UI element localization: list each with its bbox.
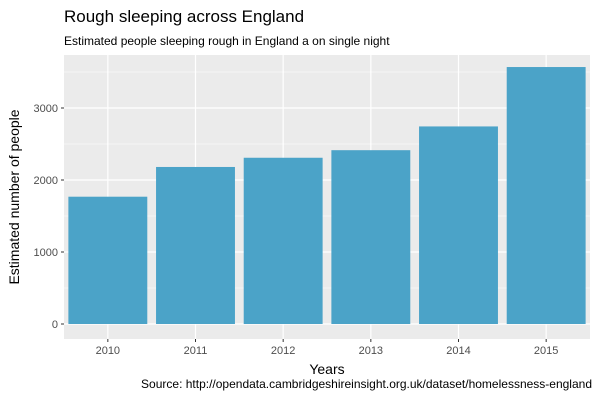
bar-2012	[243, 157, 323, 324]
x-axis-title: Years	[309, 361, 344, 377]
x-tick-label: 2015	[534, 345, 558, 357]
bar-2011	[156, 166, 235, 324]
bar-2010	[68, 196, 148, 324]
bar-2015	[506, 67, 586, 325]
y-tick-label: 0	[52, 319, 58, 331]
x-axis-ticks: 2010 2011 2012 2013 2014 2015	[96, 339, 558, 357]
chart-source-caption: Source: http://opendata.cambridgeshirein…	[141, 377, 592, 391]
x-tick-label: 2012	[271, 345, 295, 357]
x-tick-label: 2011	[184, 345, 208, 357]
bar-2013	[331, 150, 411, 324]
x-tick-label: 2014	[446, 345, 470, 357]
bars	[68, 67, 586, 325]
bar-2014	[419, 126, 498, 324]
x-tick-label: 2010	[96, 345, 120, 357]
y-axis-ticks: 0 1000 2000 3000	[34, 103, 64, 331]
y-tick-label: 3000	[34, 103, 58, 115]
y-tick-label: 2000	[34, 175, 58, 187]
chart-subtitle: Estimated people sleeping rough in Engla…	[64, 34, 390, 48]
chart-title: Rough sleeping across England	[64, 7, 305, 26]
y-axis-title: Estimated number of people	[6, 109, 22, 284]
plot-panel	[64, 55, 590, 339]
y-tick-label: 1000	[34, 247, 58, 259]
minor-gridlines	[64, 71, 590, 289]
x-tick-label: 2013	[359, 345, 383, 357]
